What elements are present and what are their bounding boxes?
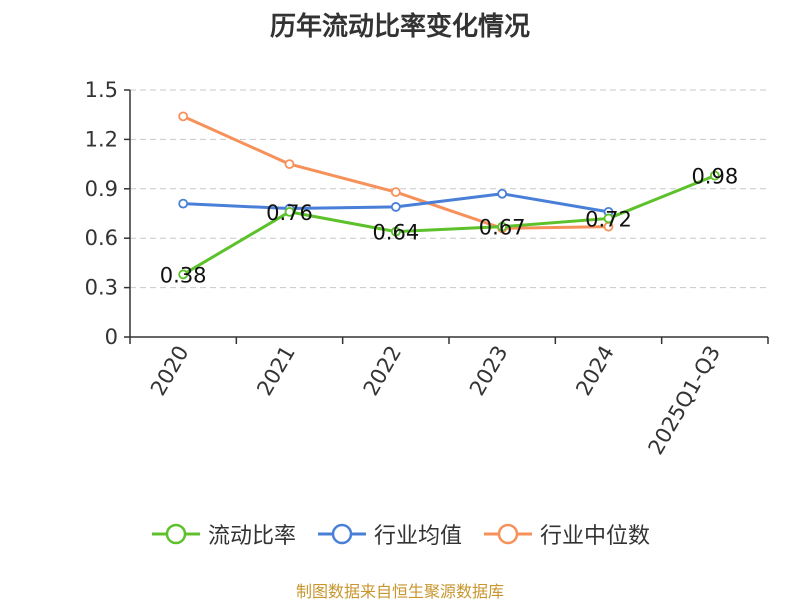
data-point [390,202,401,212]
x-tick-label: 2021 [252,342,300,400]
data-label: 0.72 [585,207,632,231]
legend-item[interactable]: 行业中位数 [482,518,650,550]
x-tick-label: 2023 [465,341,513,399]
data-point [178,269,189,280]
axes [129,90,768,338]
legend-item[interactable]: 行业均值 [316,518,462,550]
data-point [497,188,508,199]
legend-label: 流动比率 [207,524,296,549]
y-tick-label: 1.5 [85,78,118,102]
x-tick-label: 2025Q1-Q3 [644,342,726,459]
legend-label: 行业中位数 [540,524,651,549]
y-tick-label: 0.6 [85,226,118,250]
data-point [390,226,401,237]
x-axis-ticks: 2020 2021 2022 2023 2024 2025Q1-Q3 [129,337,769,459]
grid-lines [130,89,768,289]
data-point [603,213,614,224]
y-axis-ticks: 0 0.3 0.6 0.9 1.2 1.5 [85,78,130,349]
y-tick-label: 1.2 [85,127,118,151]
x-tick-label: 2022 [359,342,407,400]
data-label: 0.76 [266,201,313,225]
legend-swatch [484,523,532,545]
y-tick-label: 0 [105,325,118,349]
legend: 流动比率 行业均值 行业中位数 [0,518,800,550]
data-point [497,221,508,232]
data-point [390,187,401,197]
y-tick-label: 0.3 [85,276,118,300]
chart-title: 历年流动比率变化情况 [269,12,530,42]
x-tick-label: 2024 [571,342,619,400]
data-label: 0.38 [160,263,207,287]
data-point [709,170,720,181]
series-line [182,174,716,276]
x-tick-label: 2020 [146,342,194,400]
data-point [178,198,189,209]
data-label: 0.98 [691,165,738,189]
legend-item[interactable]: 流动比率 [150,518,296,550]
data-point [284,159,295,170]
data-label: 0.64 [372,221,419,245]
legend-swatch [151,523,200,545]
data-point [178,111,189,122]
legend-swatch [317,523,366,545]
series-group [178,111,720,280]
source-note: 制图数据来自恒生聚源数据库 [295,582,504,601]
data-point [284,206,295,217]
y-tick-label: 0.9 [85,177,118,201]
legend-label: 行业均值 [373,524,462,549]
data-label: 0.67 [479,216,526,240]
data-labels: 0.38 0.76 0.64 0.67 0.72 0.98 [160,165,738,288]
